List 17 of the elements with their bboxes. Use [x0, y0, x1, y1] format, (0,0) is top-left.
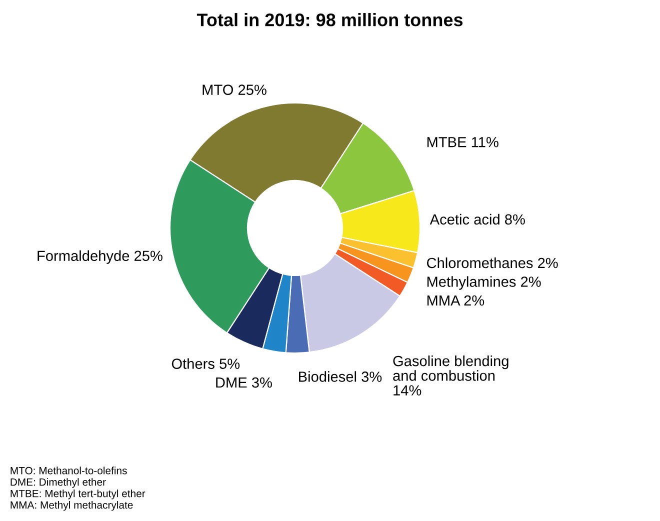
- slice-label: Others 5%: [172, 358, 240, 369]
- slice-label: Acetic acid 8%: [430, 214, 525, 225]
- slice-label: MTBE 11%: [427, 137, 498, 148]
- slice-label: Formaldehyde 25%: [38, 250, 162, 264]
- slice-label: MMA 2%: [427, 295, 484, 306]
- text: MTO: Methanol-to-olefins: [10, 466, 127, 474]
- chart-title: Total in 2019: 98 million tonnes: [196, 13, 463, 26]
- data-label: 14%: [394, 385, 422, 396]
- slice-label: Chloromethanes 2%: [426, 257, 558, 268]
- text: MTBE: Methyl tert-butyl ether: [10, 490, 146, 500]
- slice-label: Methylamines 2%: [427, 276, 541, 290]
- text: DME: Dimethyl ether: [10, 478, 106, 488]
- slice-label: DME 3%: [216, 377, 272, 388]
- slice-label: Biodiesel 3%: [299, 371, 382, 382]
- text: MMA: Methyl methacrylate: [10, 501, 133, 511]
- slice-label: Gasoline blending and combustion: [393, 355, 508, 381]
- slice-label: MTO 25%: [202, 84, 266, 95]
